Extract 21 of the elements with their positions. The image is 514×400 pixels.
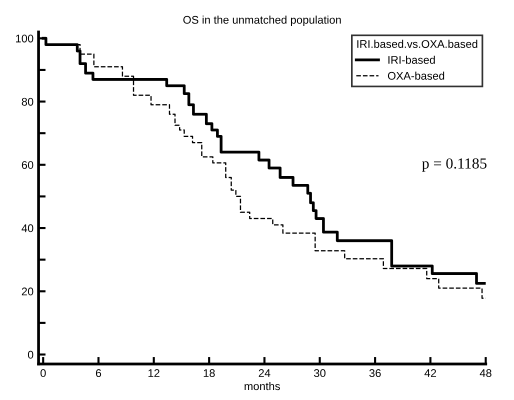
legend-title: IRI.based.vs.OXA.based xyxy=(357,40,478,48)
x-axis-title: months xyxy=(244,382,280,390)
y-tick-label: 60 xyxy=(22,161,34,169)
legend-label: IRI-based xyxy=(388,56,435,64)
chart-title: OS in the unmatched population xyxy=(183,16,341,26)
x-tick-label: 18 xyxy=(204,369,215,378)
x-tick-label: 24 xyxy=(258,369,270,377)
x-tick-label: 48 xyxy=(480,369,492,378)
y-tick-label: 80 xyxy=(22,98,34,106)
legend-label: OXA-based xyxy=(388,72,444,80)
y-tick-label: 0 xyxy=(28,350,34,359)
x-tick-label: 42 xyxy=(424,369,436,377)
y-tick-label: 40 xyxy=(22,224,34,232)
x-tick-label: 36 xyxy=(369,369,381,378)
y-tick-label: 20 xyxy=(22,288,34,296)
y-tick-label: 100 xyxy=(16,34,34,42)
x-tick-label: 0 xyxy=(40,369,46,378)
annotation: p = 0.1185 xyxy=(422,158,486,172)
x-tick-label: 30 xyxy=(314,369,326,378)
x-tick-label: 12 xyxy=(148,369,160,377)
x-tick-label: 6 xyxy=(96,369,102,378)
